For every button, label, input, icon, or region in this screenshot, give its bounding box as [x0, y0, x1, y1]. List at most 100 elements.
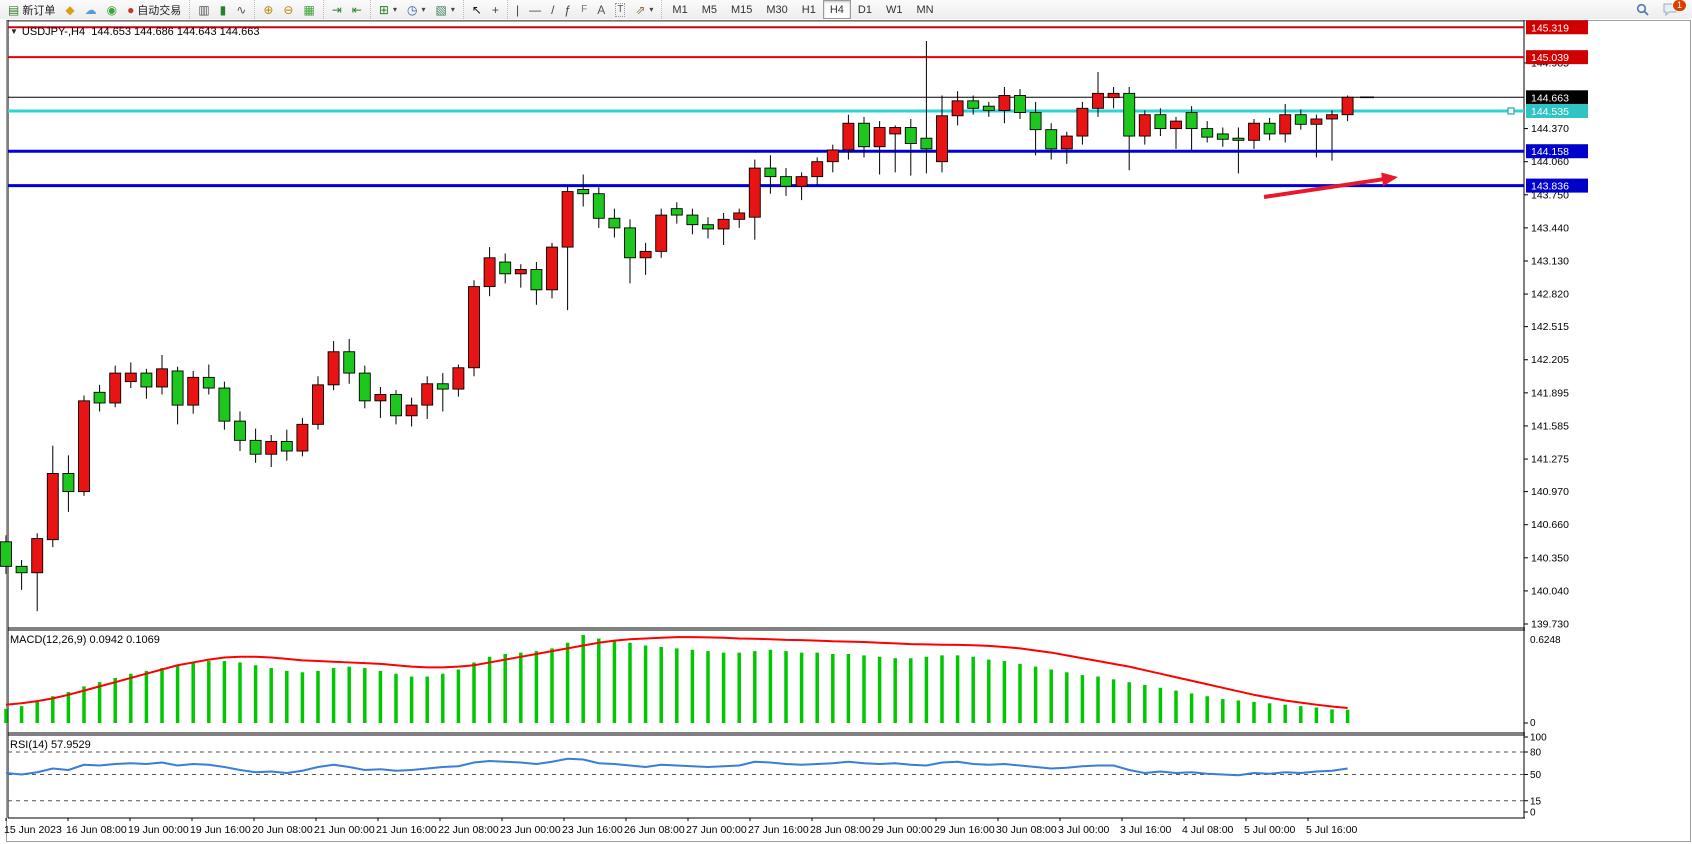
trendline-button[interactable]: /	[546, 0, 559, 19]
chart-element	[686, 214, 699, 226]
new-order-icon: ▤	[8, 2, 20, 17]
candlestick-button[interactable]: ▮	[215, 0, 232, 19]
chart-element: 5 Jul 16:00	[1306, 824, 1358, 836]
chart-element	[1138, 114, 1151, 137]
chart-element: 140.350	[1531, 552, 1569, 564]
chart-element	[374, 393, 387, 402]
auto-scroll-button[interactable]: ⇥	[327, 0, 347, 19]
fibonacci-button[interactable]: ƒ	[559, 0, 576, 19]
line-chart-icon: ∿	[236, 2, 247, 17]
horizontal-line-icon: —	[529, 2, 542, 17]
chart-element	[1092, 92, 1104, 109]
community-button[interactable]: ☁	[80, 0, 102, 19]
timeframe-m5[interactable]: M5	[701, 3, 717, 16]
chart-element	[0, 19, 1692, 844]
timeframe-m30[interactable]: M30	[766, 3, 788, 16]
channels-icon: F	[581, 3, 588, 15]
chart-element	[1107, 92, 1120, 99]
bar-chart-button[interactable]: ▥	[193, 0, 214, 19]
chart-window[interactable]: 0.624801008050150144.985144.370144.06014…	[0, 19, 1692, 844]
chart-element	[530, 269, 543, 291]
chart-element	[1526, 50, 1588, 65]
chart-element: 21 Jun 00:00	[314, 824, 375, 836]
chart-element	[826, 149, 839, 163]
timeframe-h4[interactable]: H4	[822, 0, 851, 19]
toolbar-group-zoom: ⊕ ⊖ ▦	[254, 0, 322, 19]
timeframe-m15[interactable]: M15	[730, 3, 753, 16]
timeframe-m1[interactable]: M1	[672, 3, 688, 16]
chart-element	[46, 473, 59, 541]
zoom-out-button[interactable]: ⊖	[278, 0, 298, 19]
chart-element: 5 Jul 00:00	[1244, 824, 1296, 836]
chart-element	[1170, 120, 1182, 130]
chart-element: 144.370	[1531, 123, 1569, 135]
chart-element: 3 Jul 00:00	[1058, 824, 1110, 836]
chart-element	[234, 420, 246, 441]
timeframe-d1[interactable]: D1	[857, 3, 872, 16]
timeframe-mn[interactable]: MN	[916, 3, 934, 16]
chart-element	[780, 176, 792, 187]
chart-element: 140.660	[1531, 519, 1569, 531]
chart-element	[670, 208, 683, 216]
chart-element	[140, 372, 153, 388]
chart-element: 30 Jun 08:00	[996, 824, 1057, 836]
new-order-button[interactable]: ▤ 新订单	[3, 0, 60, 19]
autotrading-button[interactable]: ● 自动交易	[122, 0, 186, 19]
line-chart-button[interactable]: ∿	[231, 0, 251, 19]
zoom-in-button[interactable]: ⊕	[258, 0, 278, 19]
text-label-button[interactable]: T	[610, 0, 630, 19]
candlestick-icon: ▮	[219, 2, 227, 17]
chart-shift-button[interactable]: ⇤	[347, 0, 367, 19]
template-icon: ▧	[435, 2, 447, 17]
zoom-out-icon: ⊖	[283, 2, 294, 17]
search-button[interactable]	[1631, 0, 1654, 19]
chat-button[interactable]: 1	[1658, 0, 1687, 19]
chart-element: 19 Jun 00:00	[128, 824, 189, 836]
chart-element	[15, 565, 28, 574]
periods-button[interactable]: ◷ ▾	[402, 0, 431, 19]
channels-button[interactable]: F	[576, 0, 592, 19]
chart-element	[1154, 114, 1167, 130]
tile-windows-icon: ▦	[303, 2, 315, 17]
chart-element	[904, 127, 917, 144]
chart-element: 145.039	[1531, 52, 1569, 64]
indicators-button[interactable]: ⊞ ▾	[374, 0, 402, 19]
timeframe-h1[interactable]: H1	[801, 3, 816, 16]
chart-element: 4 Jul 08:00	[1182, 824, 1234, 836]
vertical-line-button[interactable]: |	[511, 0, 524, 19]
arrows-button[interactable]: ⇗ ▾	[630, 0, 658, 19]
signal-icon: ◉	[106, 2, 118, 17]
tile-windows-button[interactable]: ▦	[298, 0, 319, 19]
chart-element	[1526, 178, 1588, 193]
chart-element	[1045, 129, 1058, 150]
profile-button[interactable]: ◆	[60, 0, 79, 19]
chart-element: 140.970	[1531, 486, 1569, 498]
gold-profile-icon: ◆	[65, 2, 75, 17]
chart-element	[1014, 95, 1026, 114]
price-chart-canvas[interactable]: 0.624801008050150144.985144.370144.06014…	[0, 19, 1692, 844]
timeframe-w1[interactable]: W1	[885, 3, 903, 16]
zoom-in-icon: ⊕	[263, 2, 274, 17]
horizontal-line-button[interactable]: —	[524, 0, 546, 19]
chart-element: 20 Jun 08:00	[252, 824, 313, 836]
templates-button[interactable]: ▧ ▾	[431, 0, 460, 19]
chart-element	[936, 115, 948, 163]
chart-element	[639, 250, 652, 259]
chart-element	[93, 391, 106, 404]
crosshair-button[interactable]: +	[487, 0, 504, 19]
chart-element	[0, 541, 12, 567]
chart-element: 139.730	[1531, 619, 1569, 631]
chart-element	[1123, 92, 1136, 137]
signals-button[interactable]: ◉	[102, 0, 122, 19]
chart-element: 144.663	[1531, 92, 1569, 104]
fibonacci-icon: ƒ	[564, 2, 572, 17]
text-button[interactable]: A	[592, 0, 610, 19]
chart-element	[655, 214, 668, 252]
chart-element: 16 Jun 08:00	[66, 824, 127, 836]
chart-element	[795, 176, 808, 187]
cursor-button[interactable]: ↖	[467, 0, 487, 19]
new-order-label: 新订单	[22, 4, 56, 17]
chart-element: 141.585	[1531, 420, 1569, 432]
chart-element: 15	[1530, 796, 1542, 807]
toolbar-group-trade: ▤ 新订单 ◆ ☁ ◉ ● 自动交易	[0, 0, 189, 19]
